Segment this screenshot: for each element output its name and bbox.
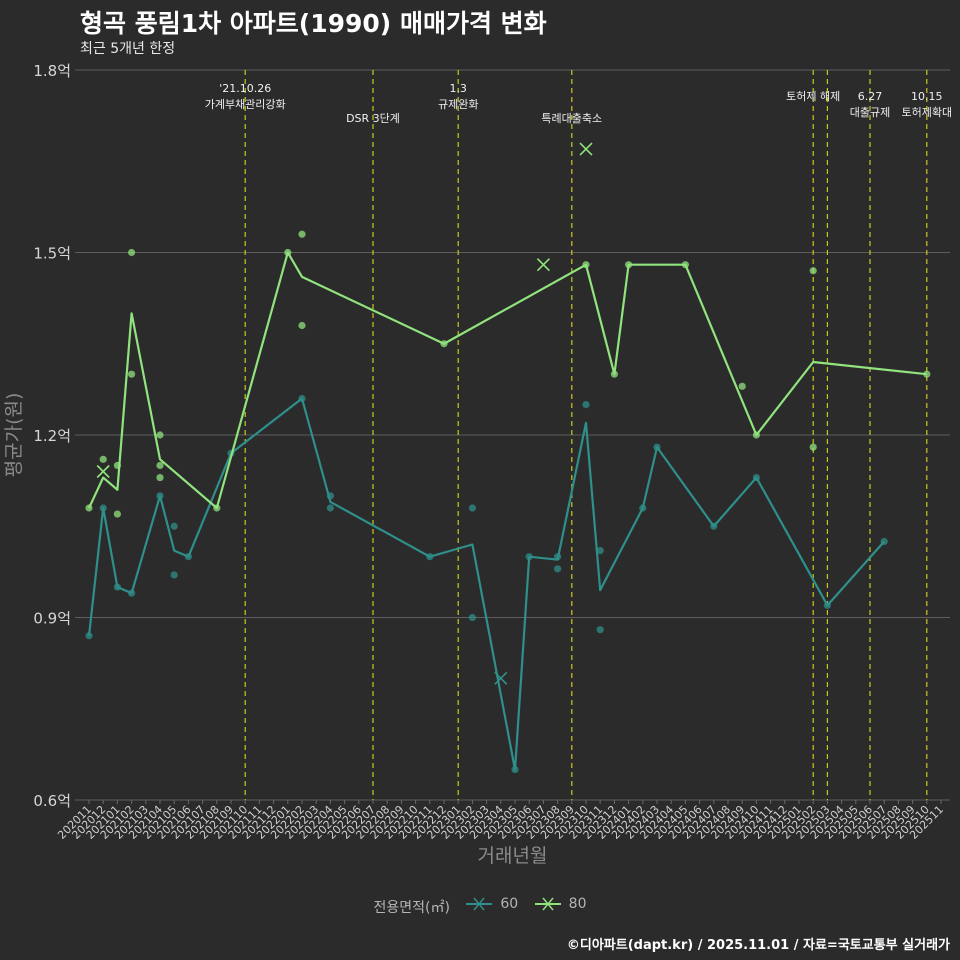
cancelled-marker-stroke <box>494 671 508 685</box>
y-tick-label: 0.9억 <box>33 610 71 628</box>
legend-item-80: 80 <box>533 896 587 912</box>
data-point-80 <box>610 370 619 378</box>
data-point-80 <box>99 455 107 463</box>
y-tick-label: 1.2억 <box>33 427 71 445</box>
data-point-60 <box>326 504 334 512</box>
data-point-60 <box>596 626 604 634</box>
data-point-60 <box>99 504 107 512</box>
event-label: 토허제 해제 <box>786 89 840 103</box>
y-tick-label: 1.8억 <box>33 62 71 80</box>
cancelled-marker-stroke <box>579 142 593 156</box>
data-point-80 <box>298 321 306 330</box>
cancelled-marker-80 <box>96 464 110 479</box>
data-point-60 <box>596 546 604 555</box>
data-point-60 <box>653 443 661 451</box>
event-label: 6.27 <box>858 90 883 103</box>
y-tick-label: 1.5억 <box>33 245 71 263</box>
legend: 전용면적(㎡) 60 80 <box>0 896 960 917</box>
data-point-80 <box>298 230 306 238</box>
data-point-80 <box>809 443 817 451</box>
legend-key-80-icon <box>534 897 561 911</box>
cancelled-marker-stroke <box>96 464 110 479</box>
chart-subtitle: 최근 5개년 한정 <box>80 41 176 57</box>
legend-key-60-icon <box>466 897 493 911</box>
data-point-80 <box>440 340 448 348</box>
event-label: '21.10.26 <box>219 82 271 95</box>
cancelled-marker-60 <box>494 671 508 685</box>
data-point-80 <box>113 510 121 518</box>
data-point-60 <box>298 394 306 403</box>
data-point-80 <box>113 461 121 470</box>
data-point-60 <box>468 613 476 622</box>
data-point-60 <box>525 553 533 561</box>
data-point-60 <box>426 553 434 561</box>
legend-label-80: 80 <box>568 896 587 912</box>
data-point-80 <box>156 431 164 439</box>
event-label: 대출규제 <box>850 106 890 119</box>
data-point-80 <box>738 382 746 390</box>
data-point-80 <box>156 473 164 482</box>
data-point-60 <box>156 492 164 500</box>
data-point-60 <box>710 522 718 530</box>
data-point-60 <box>326 492 334 500</box>
data-point-60 <box>85 632 93 640</box>
data-point-60 <box>554 565 562 573</box>
data-point-60 <box>823 601 832 609</box>
event-label: DSR 3단계 <box>346 112 400 125</box>
data-point-60 <box>128 589 136 597</box>
data-point-60 <box>880 537 888 546</box>
data-point-80 <box>752 431 761 439</box>
event-label: 특례대출축소 <box>541 112 602 125</box>
data-point-80 <box>284 248 292 257</box>
cancelled-marker-80 <box>536 258 550 272</box>
legend-item-60: 60 <box>464 896 518 912</box>
data-point-80 <box>809 267 817 275</box>
data-point-60 <box>170 571 178 579</box>
event-label: 10.15 <box>911 90 943 103</box>
series-line-60 <box>87 397 886 771</box>
data-point-60 <box>511 765 519 774</box>
data-point-80 <box>582 261 590 269</box>
event-label: 규제완화 <box>438 98 478 111</box>
y-tick-label: 0.6억 <box>33 792 71 810</box>
x-axis-title: 거래년월 <box>478 845 548 867</box>
y-axis-title: 평균가(원) <box>3 393 25 478</box>
data-point-60 <box>554 553 562 561</box>
series-line-80 <box>88 251 927 510</box>
data-point-60 <box>170 522 178 530</box>
data-point-60 <box>582 400 590 409</box>
data-point-60 <box>184 553 192 561</box>
event-label: 토허제확대 <box>901 106 952 119</box>
data-point-80 <box>128 248 136 257</box>
legend-label-60: 60 <box>500 896 519 912</box>
data-point-60 <box>639 504 647 512</box>
data-point-80 <box>213 504 221 512</box>
data-point-80 <box>681 261 690 269</box>
source-caption: ©디아파트(dapt.kr) / 2025.11.01 / 자료=국토교통부 실… <box>566 938 950 953</box>
data-point-80 <box>128 370 136 378</box>
chart-title: 형곡 풍림1차 아파트(1990) 매매가격 변화 <box>80 9 547 38</box>
cancelled-marker-80 <box>579 142 593 156</box>
event-label: 가계부채관리강화 <box>205 98 286 111</box>
data-point-80 <box>156 461 164 470</box>
data-point-60 <box>468 504 476 512</box>
data-point-80 <box>85 504 93 512</box>
cancelled-marker-stroke <box>536 258 550 272</box>
legend-title: 전용면적(㎡) <box>373 900 450 916</box>
data-point-80 <box>923 370 931 378</box>
event-label: 1.3 <box>449 82 467 95</box>
data-point-80 <box>625 261 633 269</box>
data-point-60 <box>752 473 761 482</box>
data-point-60 <box>113 583 121 591</box>
